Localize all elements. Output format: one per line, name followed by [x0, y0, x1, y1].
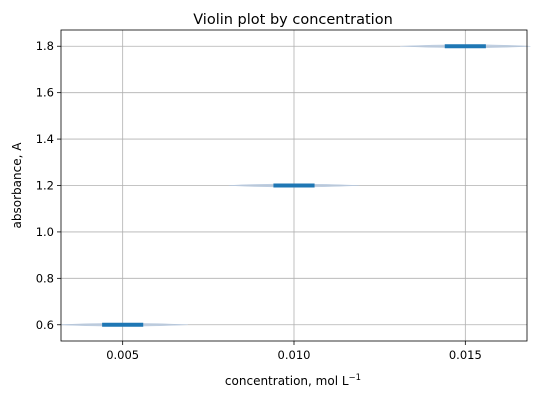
x-axis-label-superscript: −1 — [349, 373, 362, 383]
y-tick-label: 1.0 — [36, 225, 54, 239]
y-tick-label: 0.6 — [36, 318, 54, 332]
x-axis-label-main: concentration, mol L — [225, 374, 349, 388]
x-tick-label: 0.005 — [106, 348, 139, 362]
x-axis-ticks: 0.005 0.010 0.015 — [106, 341, 482, 362]
y-axis-ticks: 0.6 0.8 1.0 1.2 1.4 1.6 1.8 — [36, 39, 61, 332]
y-tick-label: 0.8 — [36, 271, 54, 285]
y-axis-label: absorbance, A — [10, 142, 24, 229]
y-tick-label: 1.2 — [36, 179, 54, 193]
y-tick-label: 1.8 — [36, 39, 54, 53]
y-tick-label: 1.6 — [36, 86, 54, 100]
violin-series — [57, 44, 531, 327]
x-axis-label: concentration, mol L−1 — [225, 373, 361, 388]
x-tick-label: 0.015 — [449, 348, 482, 362]
chart-title: Violin plot by concentration — [193, 12, 393, 28]
x-tick-label: 0.010 — [278, 348, 311, 362]
y-tick-label: 1.4 — [36, 132, 54, 146]
